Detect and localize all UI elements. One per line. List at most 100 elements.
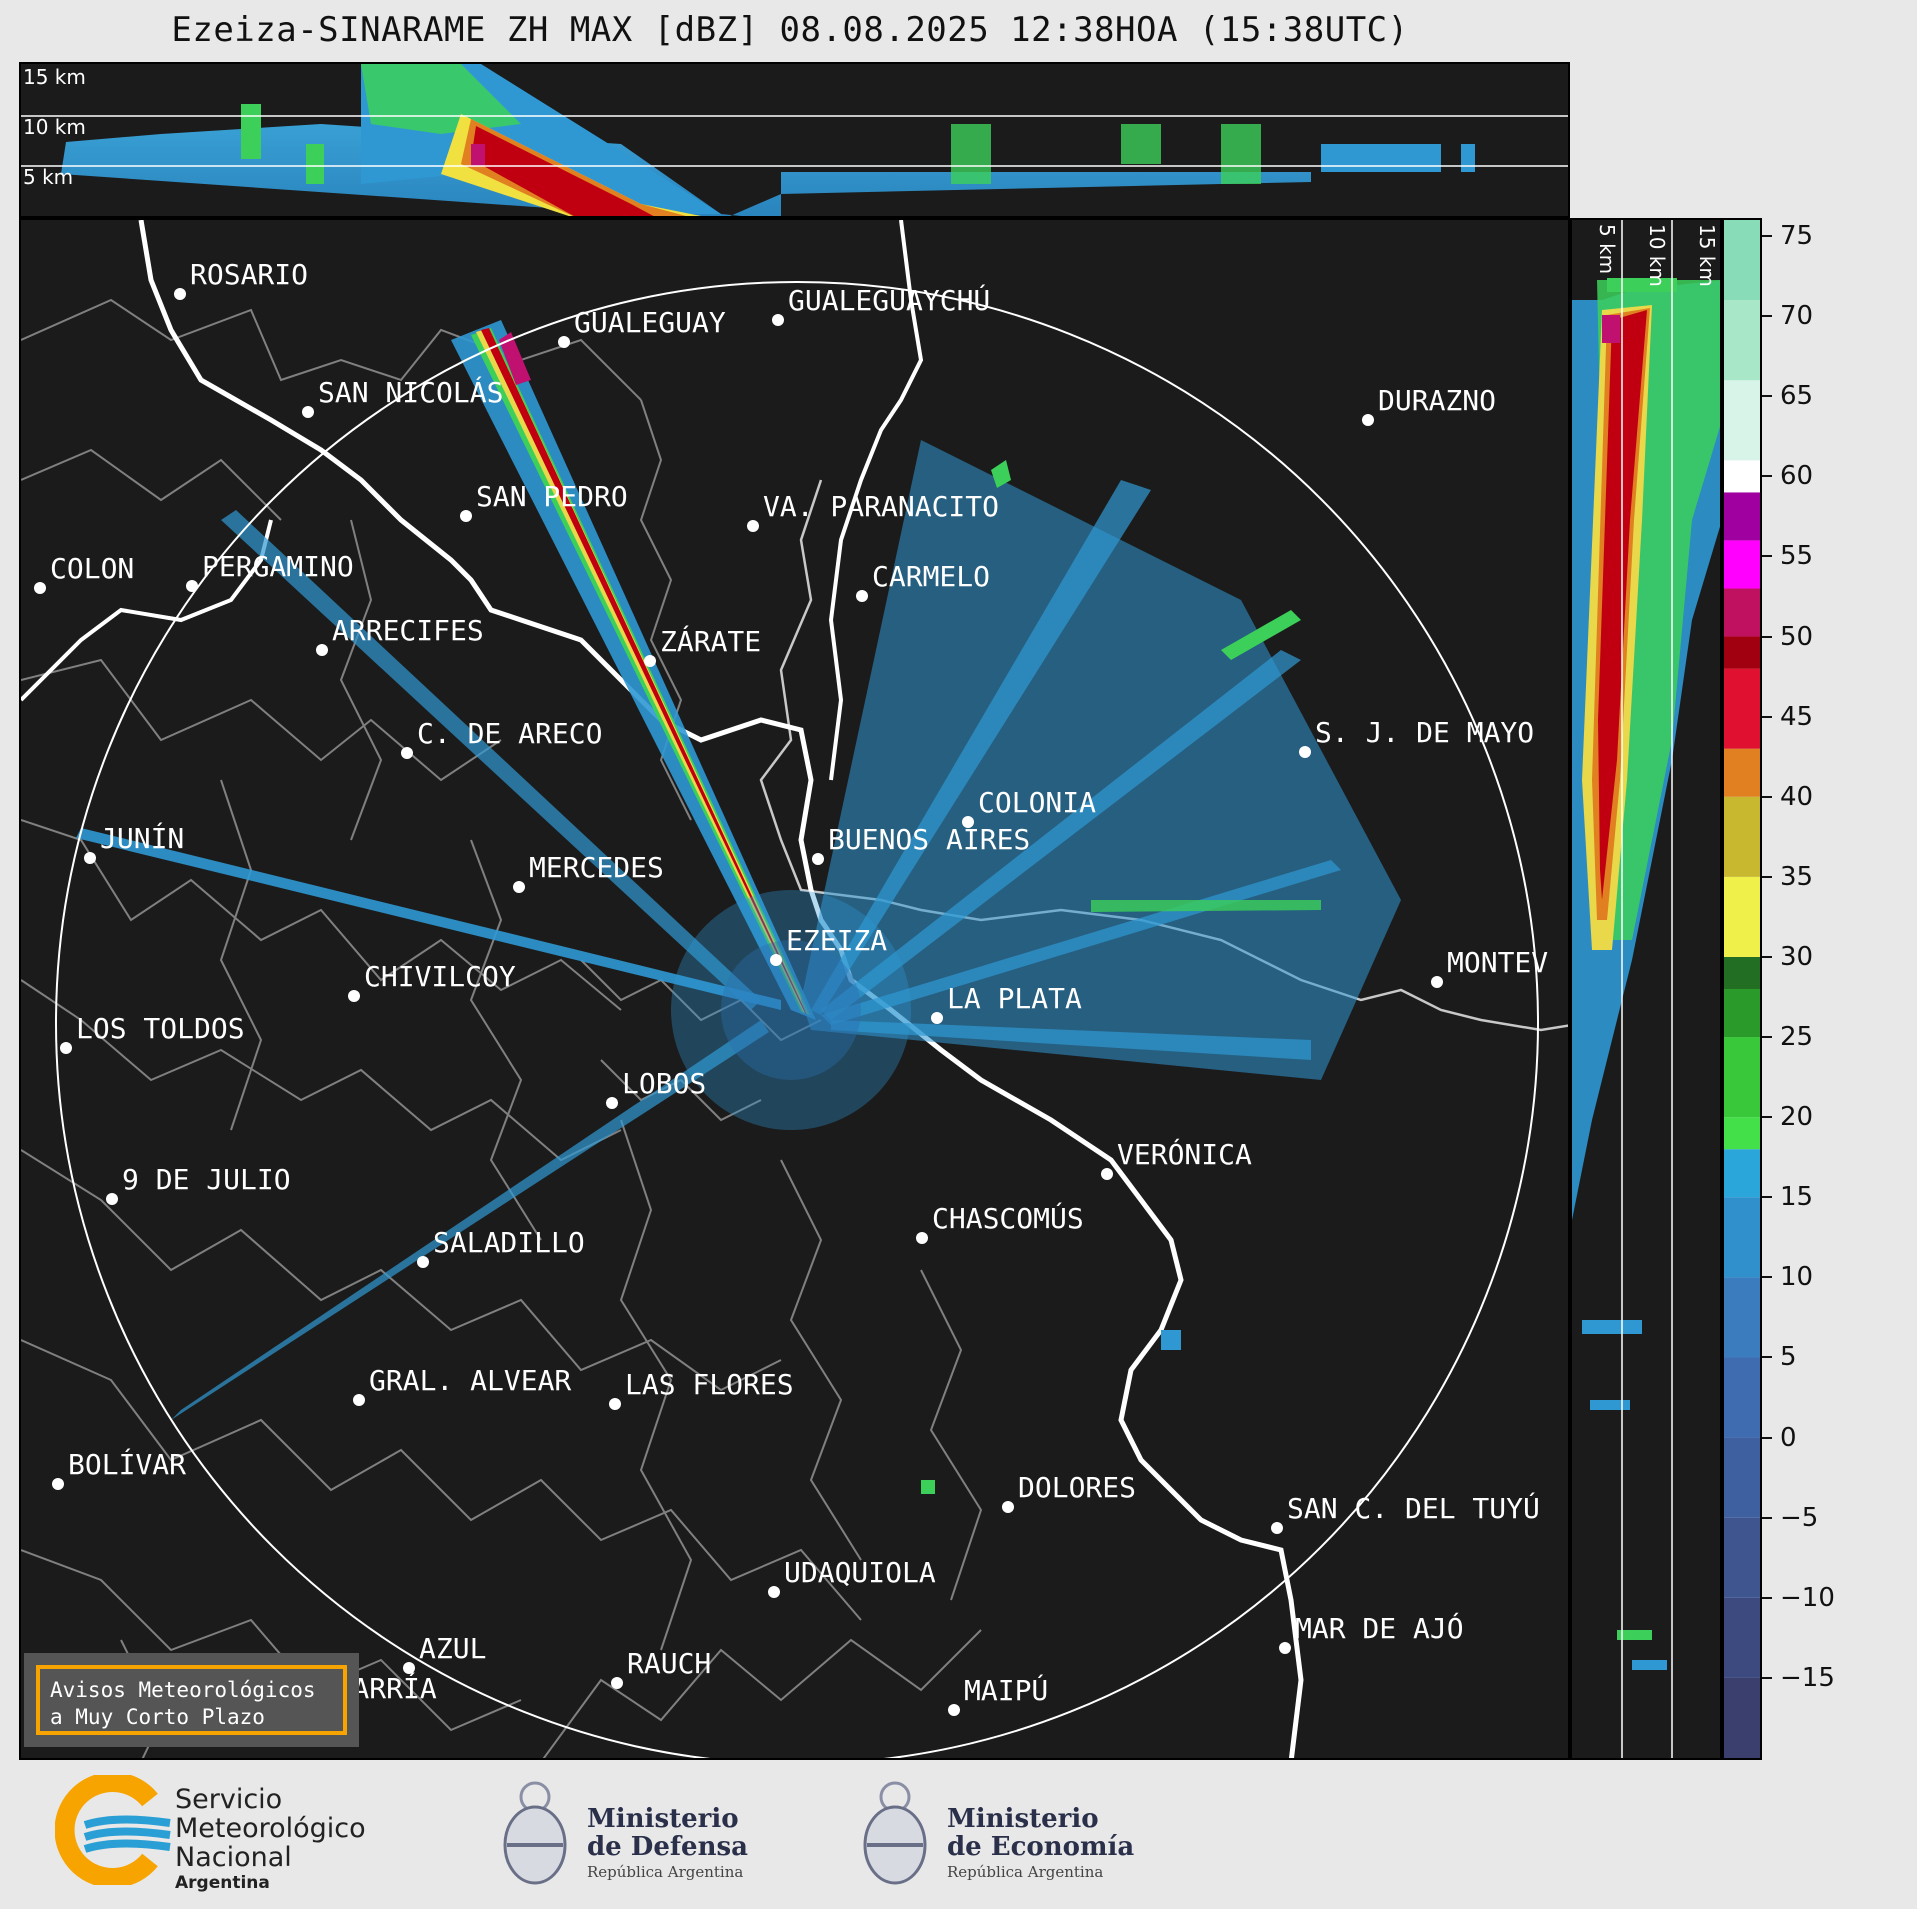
colorbar-tick-label: 55 <box>1780 541 1814 572</box>
smn-line3: Nacional <box>175 1842 292 1873</box>
city-marker <box>772 314 784 326</box>
radar-echoes <box>76 320 1401 1494</box>
city-label: GRAL. ALVEAR <box>369 1364 571 1397</box>
colorbar-tick-mark <box>1762 395 1772 398</box>
city-label: VERÓNICA <box>1117 1137 1252 1171</box>
colorbar-band <box>1724 636 1760 669</box>
map-title: Ezeiza-SINARAME ZH MAX [dBZ] 08.08.2025 … <box>171 10 1409 50</box>
city-marker <box>1271 1522 1283 1534</box>
city-label: SAN C. DEL TUYÚ <box>1287 1491 1540 1525</box>
colorbar-band <box>1724 989 1760 1038</box>
city-label: VA. PARANACITO <box>763 490 999 523</box>
city-marker <box>1002 1501 1014 1513</box>
city-label: CHIVILCOY <box>364 960 516 993</box>
city-marker <box>644 655 656 667</box>
city-marker <box>52 1478 64 1490</box>
defensa-line3: República Argentina <box>587 1863 744 1881</box>
colorbar-tick-label: 10 <box>1780 1262 1814 1293</box>
top-echo-green-4 <box>951 124 991 184</box>
defensa-logo: Ministerio de Defensa República Argentin… <box>495 1775 755 1895</box>
colorbar-band <box>1724 1437 1760 1518</box>
colorbar-tick-mark <box>1762 1596 1772 1599</box>
city-label: LOS TOLDOS <box>76 1012 245 1045</box>
avisos-link[interactable]: Avisos Meteorológicos a Muy Corto Plazo <box>36 1665 347 1735</box>
city-label: LA PLATA <box>947 982 1082 1015</box>
city-marker <box>916 1232 928 1244</box>
smn-line2: Meteorológico <box>175 1813 366 1844</box>
colorbar-band <box>1724 220 1760 301</box>
colorbar-band <box>1724 540 1760 589</box>
city-marker <box>747 520 759 532</box>
colorbar-tick-label: 30 <box>1780 941 1814 972</box>
uruguay-river <box>759 479 882 902</box>
colorbar-band <box>1724 492 1760 541</box>
city-marker <box>302 406 314 418</box>
colorbar-band <box>1724 1357 1760 1438</box>
economia-line2: de Economía <box>947 1832 1135 1862</box>
city-marker <box>460 510 472 522</box>
colorbar-tick-mark <box>1762 1196 1772 1199</box>
city-label: S. J. DE MAYO <box>1315 716 1534 749</box>
colorbar-tick-mark <box>1762 1356 1772 1359</box>
colorbar-tick-label: 70 <box>1780 301 1814 332</box>
colorbar-tick-label: 0 <box>1780 1422 1797 1453</box>
city-marker <box>403 1662 415 1674</box>
colorbar-band <box>1724 748 1760 797</box>
colorbar-tick-label: 35 <box>1780 861 1814 892</box>
city-label: LOBOS <box>622 1067 706 1100</box>
colorbar-band <box>1724 1037 1760 1118</box>
city-label: GUALEGUAYCHÚ <box>788 283 990 317</box>
avisos-box[interactable]: Avisos Meteorológicos a Muy Corto Plazo <box>24 1653 359 1747</box>
city-marker <box>417 1256 429 1268</box>
colorbar-tick-mark <box>1762 235 1772 238</box>
city-marker <box>1279 1642 1291 1654</box>
defensa-line1: Ministerio <box>587 1804 739 1834</box>
city-marker <box>768 1586 780 1598</box>
city-label: RAUCH <box>627 1647 711 1680</box>
city-marker <box>812 853 824 865</box>
colorbar-band <box>1724 460 1760 493</box>
colorbar-band <box>1724 876 1760 957</box>
province-border <box>21 519 273 702</box>
side-cross-section: 5 km 10 km 15 km <box>1570 218 1722 1760</box>
city-marker <box>931 1012 943 1024</box>
colorbar-tick-label: −15 <box>1780 1662 1835 1693</box>
colorbar-tick-mark <box>1762 715 1772 718</box>
colorbar-band <box>1724 1677 1760 1758</box>
city-label: GUALEGUAY <box>574 306 726 339</box>
colorbar-band <box>1724 1597 1760 1678</box>
city-label: COLON <box>50 552 134 585</box>
economia-line3: República Argentina <box>947 1863 1104 1881</box>
colorbar-tick-mark <box>1762 1516 1772 1519</box>
city-marker <box>513 881 525 893</box>
top-echo-green-5 <box>1121 124 1161 164</box>
city-label: UDAQUIOLA <box>784 1556 936 1589</box>
colorbar-tick-label: 40 <box>1780 781 1814 812</box>
dbz-colorbar <box>1722 218 1762 1760</box>
city-marker <box>962 816 974 828</box>
top-echo-orange <box>461 119 686 216</box>
city-label: LAS FLORES <box>625 1368 794 1401</box>
city-marker <box>856 590 868 602</box>
city-label: PERGAMINO <box>202 550 354 583</box>
coat-of-arms-icon <box>863 1781 927 1885</box>
colorbar-tick-label: 65 <box>1780 381 1814 412</box>
colorbar-tick-label: 25 <box>1780 1022 1814 1053</box>
city-marker <box>1101 1168 1113 1180</box>
city-marker <box>174 288 186 300</box>
coat-of-arms-icon <box>503 1781 567 1885</box>
colorbar-tick-label: 20 <box>1780 1102 1814 1133</box>
city-label: DURAZNO <box>1378 384 1496 417</box>
side-height-label-10: 10 km <box>1645 224 1669 287</box>
top-echo-magenta <box>471 144 485 166</box>
colorbar-tick-label: −10 <box>1780 1582 1835 1613</box>
city-label: JUNÍN <box>100 821 184 855</box>
radar-map[interactable]: ROSARIO GUALEGUAYCHÚ GUALEGUAY SAN NICOLÁS D… <box>19 218 1570 1760</box>
smn-line4: Argentina <box>175 1873 270 1893</box>
smn-emblem-icon <box>55 1775 171 1885</box>
colorbar-tick-mark <box>1762 635 1772 638</box>
city-marker <box>353 1394 365 1406</box>
economia-line1: Ministerio <box>947 1804 1099 1834</box>
city-label: ROSARIO <box>190 258 308 291</box>
city-label: SAN NICOLÁS <box>318 375 503 409</box>
